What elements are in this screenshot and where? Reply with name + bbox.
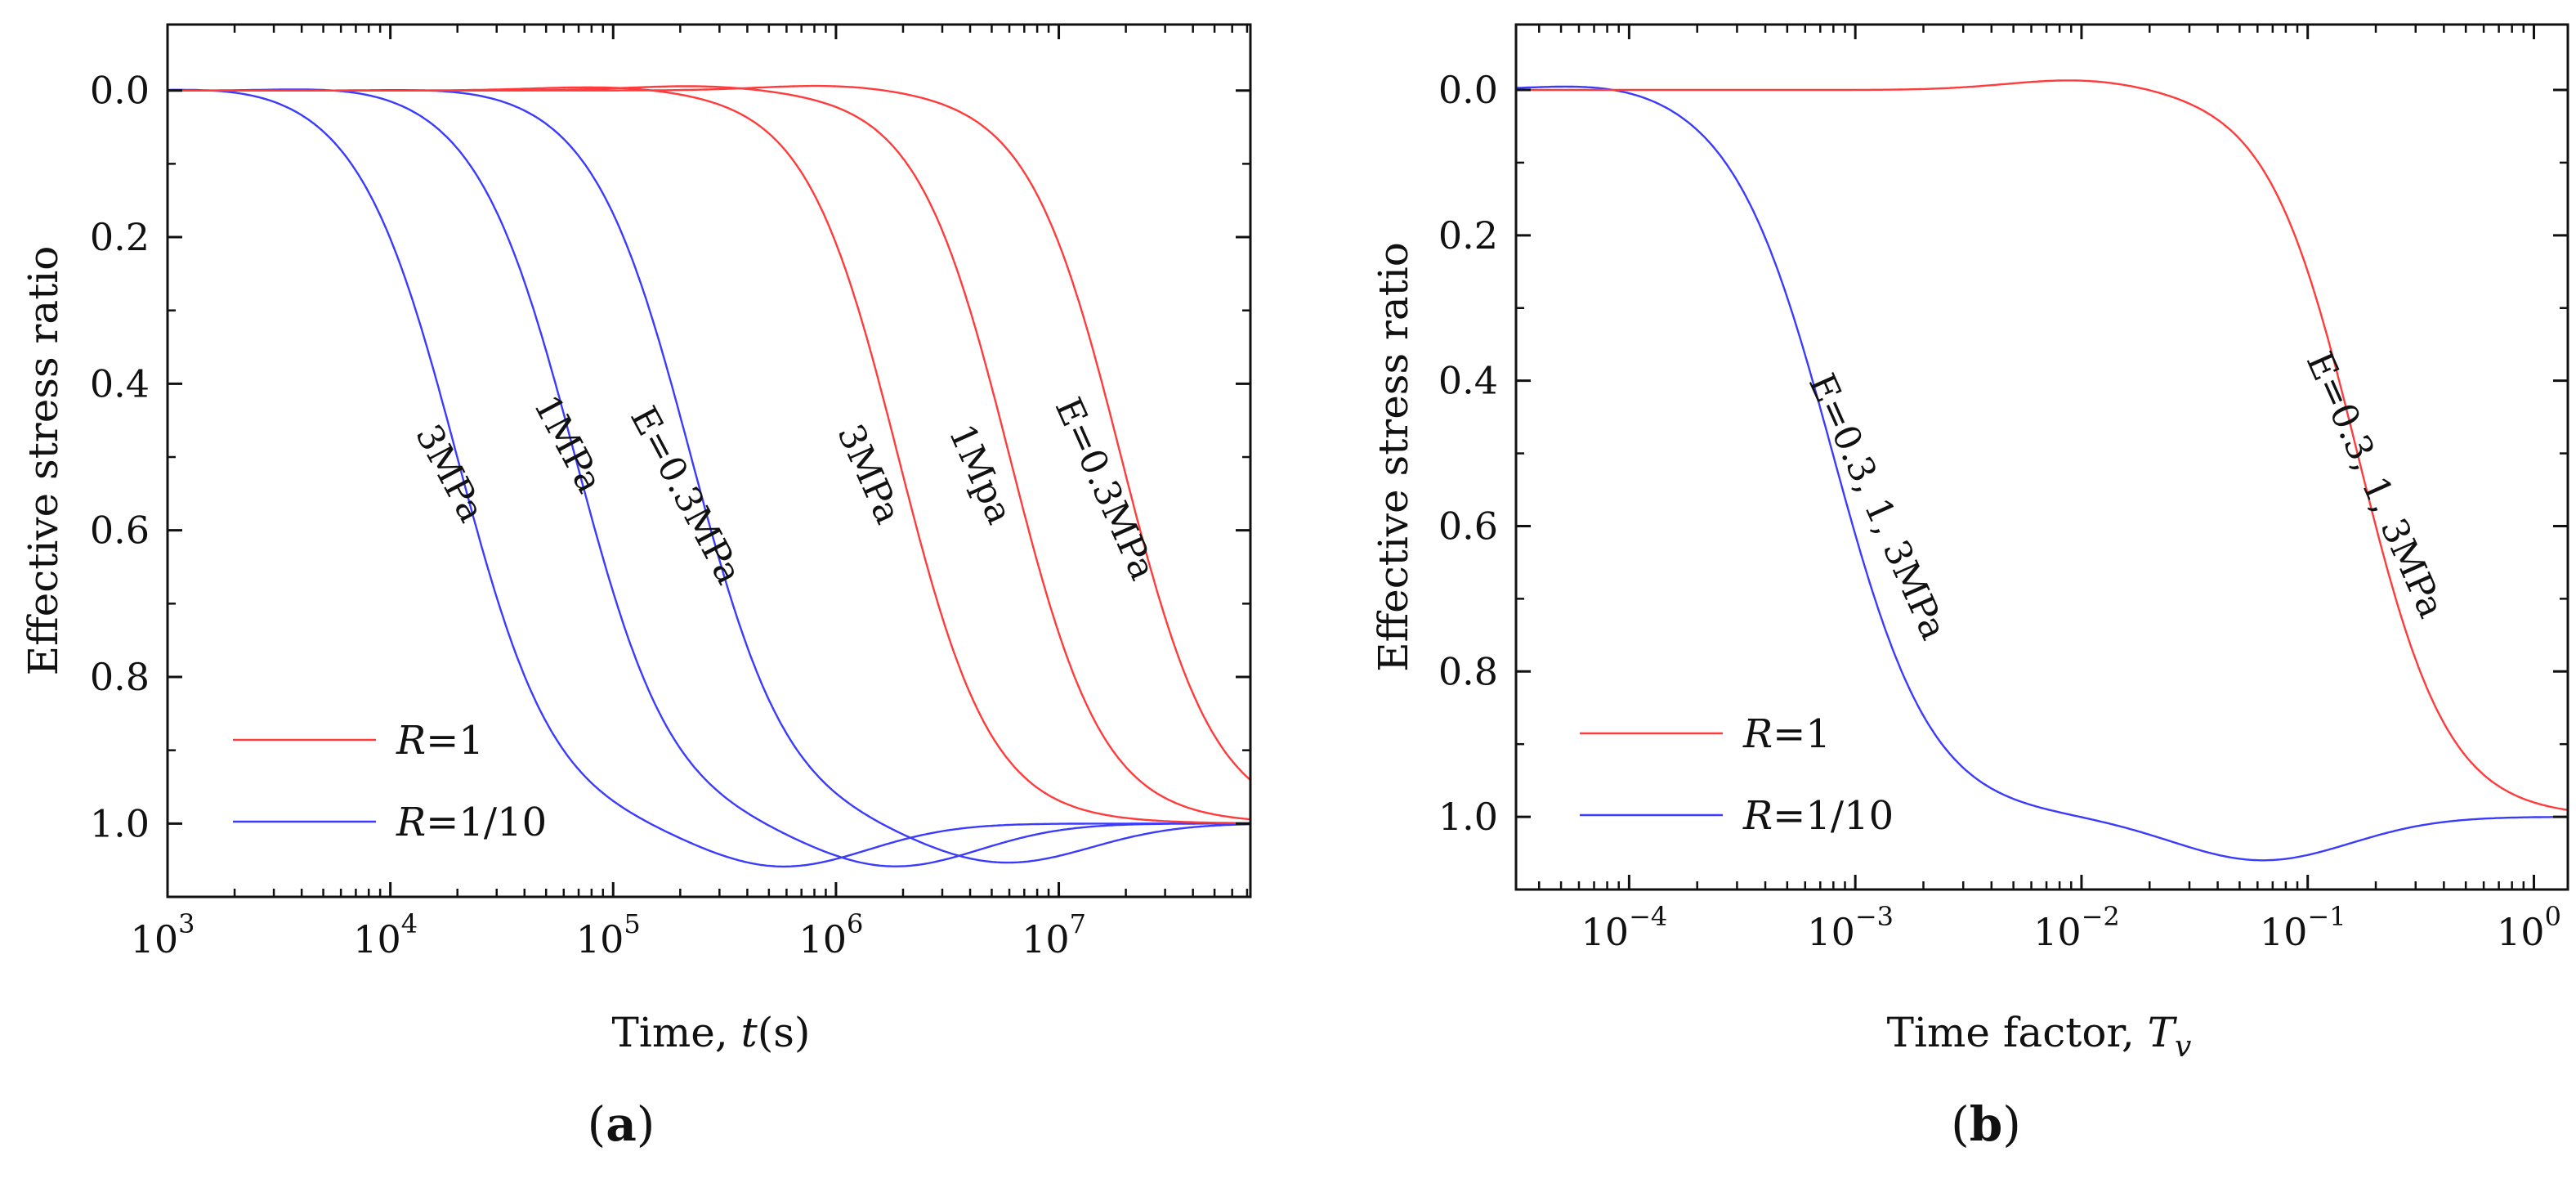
panel-label: (b) bbox=[1951, 1096, 2021, 1152]
x-tick-exponent: 3 bbox=[178, 908, 195, 939]
x-tick-label: 105 bbox=[576, 908, 641, 961]
x-tick-label: 10−3 bbox=[1807, 901, 1894, 954]
legend-value: =1/10 bbox=[426, 800, 547, 845]
y-tick-label: 0.0 bbox=[90, 69, 150, 113]
y-tick-label: 0.8 bbox=[1438, 649, 1498, 693]
x-tick-exponent: 0 bbox=[2545, 901, 2561, 932]
x-axis-title: Time, t(s) bbox=[612, 1009, 811, 1056]
plot-frame bbox=[1514, 23, 2569, 891]
legend-var: R bbox=[1742, 711, 1773, 757]
y-tick-label: 0.4 bbox=[90, 361, 150, 406]
legend-value: =1 bbox=[1773, 711, 1831, 757]
x-tick-label: 10−2 bbox=[2033, 901, 2120, 954]
y-tick-label: 1.0 bbox=[90, 801, 150, 845]
x-tick-exponent: −3 bbox=[1855, 901, 1894, 932]
legend-var: R bbox=[396, 718, 426, 764]
legend-value: =1 bbox=[426, 718, 484, 764]
y-tick-label: 0.6 bbox=[90, 509, 150, 553]
x-tick-exponent: −1 bbox=[2307, 901, 2346, 932]
curve-annotation: E=0.3MPa bbox=[1047, 392, 1164, 586]
series-line-2 bbox=[168, 88, 1250, 867]
panel-label-open: ( bbox=[1951, 1096, 1970, 1152]
x-tick-label: 10−4 bbox=[1581, 901, 1668, 954]
x-tick-exponent: 6 bbox=[847, 908, 863, 939]
y-tick-label: 1.0 bbox=[1438, 795, 1498, 839]
panel-label: (a) bbox=[588, 1096, 655, 1152]
panel-label-letter: a bbox=[606, 1096, 637, 1152]
x-tick-exponent: 5 bbox=[624, 908, 640, 939]
x-axis-title-text: Time factor, bbox=[1887, 1009, 2148, 1056]
x-tick-exponent: −2 bbox=[2082, 901, 2120, 932]
legend-label: R=1 bbox=[396, 718, 484, 764]
curve-annotation: 3MPa bbox=[407, 418, 493, 529]
y-axis-title: Effective stress ratio bbox=[1370, 242, 1417, 672]
x-axis-title-var: T bbox=[2148, 1009, 2178, 1056]
y-tick-label: 0.2 bbox=[90, 215, 150, 259]
panel-label-open: ( bbox=[588, 1096, 606, 1152]
x-tick-label: 107 bbox=[1022, 908, 1086, 961]
x-tick-exponent: 4 bbox=[401, 908, 418, 939]
y-tick-label: 0.2 bbox=[1438, 213, 1498, 258]
panel-a: 0.0 0.2 0.4 0.6 0.8 1.0 103 104 105 106 107 Effecti… bbox=[20, 23, 1252, 1152]
curve-annotation: E=0.3MPa bbox=[622, 400, 750, 591]
curve-annotation: 1Mpa bbox=[941, 418, 1021, 530]
legend-label: R=1 bbox=[1742, 711, 1831, 757]
panel-label-close: ) bbox=[2002, 1096, 2021, 1152]
x-tick-label: 104 bbox=[353, 908, 418, 961]
y-axis-title: Effective stress ratio bbox=[20, 246, 67, 676]
x-axis-title-text: Time, bbox=[612, 1009, 741, 1056]
x-axis-title-sub: v bbox=[2175, 1030, 2191, 1064]
series-line-1 bbox=[1516, 85, 2568, 862]
series-line-2 bbox=[1516, 79, 2568, 811]
series-line-1 bbox=[168, 88, 1250, 868]
x-tick-label: 10−1 bbox=[2260, 901, 2346, 954]
panel-label-letter: b bbox=[1970, 1096, 2003, 1152]
x-tick-label: 106 bbox=[798, 908, 863, 961]
y-tick-label: 0.4 bbox=[1438, 359, 1498, 403]
x-axis-title: Time factor, Tv bbox=[1887, 1009, 2192, 1064]
y-tick-label: 0.6 bbox=[1438, 504, 1498, 548]
curve-annotation: E=0.3, 1, 3MPa bbox=[2298, 346, 2453, 624]
x-axis-title-suffix: (s) bbox=[758, 1009, 811, 1056]
x-tick-exponent: 7 bbox=[1070, 908, 1086, 939]
legend-label: R=1/10 bbox=[396, 800, 547, 845]
plot-frame bbox=[166, 23, 1252, 899]
x-tick-exponent: −4 bbox=[1629, 901, 1667, 932]
y-tick-label: 0.8 bbox=[90, 655, 150, 699]
series-line-6 bbox=[168, 84, 1250, 781]
panel-label-close: ) bbox=[637, 1096, 655, 1152]
legend-var: R bbox=[396, 800, 426, 845]
x-tick-label: 103 bbox=[131, 908, 195, 961]
y-tick-label: 0.0 bbox=[1438, 68, 1498, 112]
curve-annotation: 3MPa bbox=[829, 419, 909, 531]
x-tick-label: 100 bbox=[2497, 901, 2561, 954]
legend-label: R=1/10 bbox=[1742, 793, 1894, 839]
legend-var: R bbox=[1742, 793, 1773, 839]
curve-annotation: 1MPa bbox=[525, 388, 611, 500]
x-axis-title-var: t bbox=[741, 1009, 758, 1056]
legend-value: =1/10 bbox=[1773, 793, 1894, 839]
panel-b: 0.0 0.2 0.4 0.6 0.8 1.0 10−4 10−3 10−2 10−1 100 Eff… bbox=[1370, 23, 2569, 1152]
